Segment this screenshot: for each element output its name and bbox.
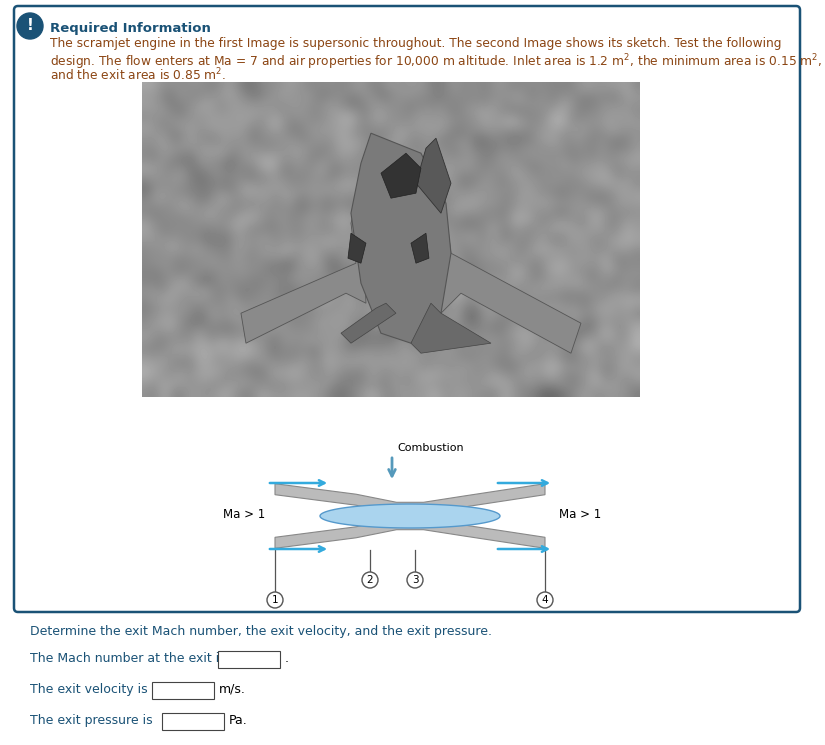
FancyBboxPatch shape [14,6,800,612]
Circle shape [537,592,553,608]
Text: design. The flow enters at Ma = 7 and air properties for 10,000 m altitude. Inle: design. The flow enters at Ma = 7 and ai… [50,52,823,72]
Text: .: . [285,652,289,665]
Polygon shape [411,233,429,263]
Text: The Mach number at the exit is: The Mach number at the exit is [30,652,226,665]
Text: Ma > 1: Ma > 1 [559,507,601,521]
Text: Ma > 1: Ma > 1 [223,507,266,521]
Text: Required Information: Required Information [50,22,211,35]
Polygon shape [351,133,451,343]
Text: 3: 3 [412,575,418,585]
Text: Pa.: Pa. [229,714,248,727]
Text: !: ! [26,19,34,34]
Polygon shape [411,303,491,353]
Text: and the exit area is 0.85 m$^{\mathregular{2}}$.: and the exit area is 0.85 m$^{\mathregul… [50,67,226,83]
Circle shape [267,592,283,608]
Polygon shape [416,139,451,213]
Text: Determine the exit Mach number, the exit velocity, and the exit pressure.: Determine the exit Mach number, the exit… [30,625,492,638]
Text: The scramjet engine in the first Image is supersonic throughout. The second Imag: The scramjet engine in the first Image i… [50,37,781,50]
Polygon shape [441,213,581,353]
Circle shape [407,572,423,588]
Bar [152,682,214,699]
Polygon shape [381,153,421,198]
Polygon shape [241,183,366,343]
Text: The exit pressure is: The exit pressure is [30,714,153,727]
Polygon shape [320,504,500,528]
Text: 1: 1 [271,595,278,605]
Circle shape [17,13,43,39]
Text: 4: 4 [542,595,549,605]
Text: m/s.: m/s. [219,683,246,696]
Bar [162,713,224,730]
Text: Combustion: Combustion [397,443,464,453]
Text: The exit velocity is: The exit velocity is [30,683,148,696]
Polygon shape [275,484,545,513]
Circle shape [362,572,378,588]
Polygon shape [348,233,366,263]
Polygon shape [341,303,396,343]
Polygon shape [275,519,545,548]
Bar [218,651,280,668]
Text: 2: 2 [366,575,373,585]
